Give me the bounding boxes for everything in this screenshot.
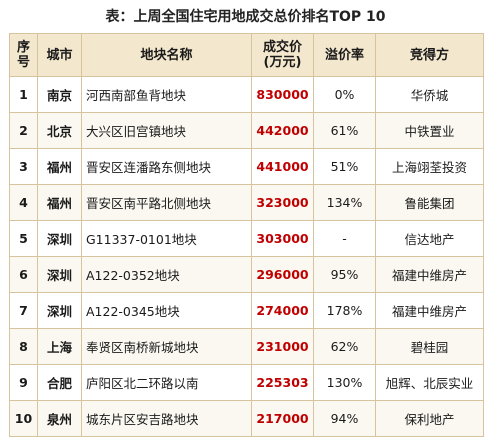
table-row: 9 合肥 庐阳区北二环路以南 225303 130% 旭辉、北辰实业 [9, 364, 484, 401]
header-rank: 序 号 [9, 33, 38, 77]
cell-city: 北京 [37, 112, 82, 149]
header-price-line1: 成交价 [262, 40, 302, 55]
table-row: 8 上海 奉贤区南桥新城地块 231000 62% 碧桂园 [9, 328, 484, 365]
cell-premium: 178% [313, 292, 376, 329]
cell-winner: 华侨城 [375, 76, 484, 113]
header-rank-line2: 号 [16, 55, 30, 70]
table-row: 2 北京 大兴区旧宫镇地块 442000 61% 中铁置业 [9, 112, 484, 149]
cell-name: A122-0345地块 [81, 292, 252, 329]
table-row: 1 南京 河西南部鱼背地块 830000 0% 华侨城 [9, 76, 484, 113]
cell-rank: 10 [9, 400, 38, 437]
cell-city: 南京 [37, 76, 82, 113]
cell-price: 442000 [251, 112, 314, 149]
cell-price: 441000 [251, 148, 314, 185]
cell-winner: 中铁置业 [375, 112, 484, 149]
cell-winner: 保利地产 [375, 400, 484, 437]
cell-rank: 1 [9, 76, 38, 113]
cell-price: 303000 [251, 220, 314, 257]
cell-rank: 4 [9, 184, 38, 221]
cell-name: 晋安区南平路北侧地块 [81, 184, 252, 221]
cell-name: 城东片区安吉路地块 [81, 400, 252, 437]
table-row: 10 泉州 城东片区安吉路地块 217000 94% 保利地产 [9, 400, 484, 437]
header-premium: 溢价率 [313, 33, 376, 77]
cell-price: 830000 [251, 76, 314, 113]
cell-name: 奉贤区南桥新城地块 [81, 328, 252, 365]
header-name: 地块名称 [81, 33, 252, 77]
cell-city: 深圳 [37, 256, 82, 293]
table-row: 3 福州 晋安区连潘路东侧地块 441000 51% 上海翊荃投资 [9, 148, 484, 185]
header-winner: 竞得方 [375, 33, 484, 77]
cell-name: 大兴区旧宫镇地块 [81, 112, 252, 149]
cell-price: 274000 [251, 292, 314, 329]
cell-city: 福州 [37, 184, 82, 221]
cell-premium: 61% [313, 112, 376, 149]
cell-rank: 6 [9, 256, 38, 293]
cell-price: 225303 [251, 364, 314, 401]
cell-winner: 福建中维房产 [375, 256, 484, 293]
cell-winner: 信达地产 [375, 220, 484, 257]
header-city: 城市 [37, 33, 82, 77]
cell-city: 深圳 [37, 220, 82, 257]
cell-rank: 5 [9, 220, 38, 257]
table-row: 5 深圳 G11337-0101地块 303000 - 信达地产 [9, 220, 484, 257]
cell-winner: 碧桂园 [375, 328, 484, 365]
cell-rank: 2 [9, 112, 38, 149]
cell-premium: 0% [313, 76, 376, 113]
header-price: 成交价 (万元) [251, 33, 314, 77]
cell-rank: 3 [9, 148, 38, 185]
header-price-line2: (万元) [263, 55, 302, 70]
cell-rank: 7 [9, 292, 38, 329]
cell-price: 296000 [251, 256, 314, 293]
table-row: 6 深圳 A122-0352地块 296000 95% 福建中维房产 [9, 256, 484, 293]
cell-city: 上海 [37, 328, 82, 365]
table-title: 表：上周全国住宅用地成交总价排名TOP 10 [105, 9, 386, 25]
cell-name: 晋安区连潘路东侧地块 [81, 148, 252, 185]
cell-rank: 9 [9, 364, 38, 401]
cell-rank: 8 [9, 328, 38, 365]
cell-premium: 95% [313, 256, 376, 293]
cell-premium: 51% [313, 148, 376, 185]
ranking-table: 序 号 城市 地块名称 成交价 (万元) 溢价率 竞得方 1 南京 河西南部鱼背… [9, 33, 484, 437]
cell-name: A122-0352地块 [81, 256, 252, 293]
cell-premium: - [313, 220, 376, 257]
cell-city: 泉州 [37, 400, 82, 437]
header-row: 序 号 城市 地块名称 成交价 (万元) 溢价率 竞得方 [9, 33, 484, 77]
cell-premium: 62% [313, 328, 376, 365]
cell-winner: 上海翊荃投资 [375, 148, 484, 185]
cell-name: 庐阳区北二环路以南 [81, 364, 252, 401]
cell-city: 深圳 [37, 292, 82, 329]
cell-premium: 130% [313, 364, 376, 401]
cell-winner: 福建中维房产 [375, 292, 484, 329]
cell-name: 河西南部鱼背地块 [81, 76, 252, 113]
table-row: 7 深圳 A122-0345地块 274000 178% 福建中维房产 [9, 292, 484, 329]
cell-price: 231000 [251, 328, 314, 365]
cell-name: G11337-0101地块 [81, 220, 252, 257]
cell-city: 合肥 [37, 364, 82, 401]
cell-premium: 94% [313, 400, 376, 437]
cell-winner: 旭辉、北辰实业 [375, 364, 484, 401]
cell-price: 217000 [251, 400, 314, 437]
cell-premium: 134% [313, 184, 376, 221]
header-rank-line1: 序 [16, 40, 30, 55]
cell-winner: 鲁能集团 [375, 184, 484, 221]
cell-city: 福州 [37, 148, 82, 185]
cell-price: 323000 [251, 184, 314, 221]
table-row: 4 福州 晋安区南平路北侧地块 323000 134% 鲁能集团 [9, 184, 484, 221]
